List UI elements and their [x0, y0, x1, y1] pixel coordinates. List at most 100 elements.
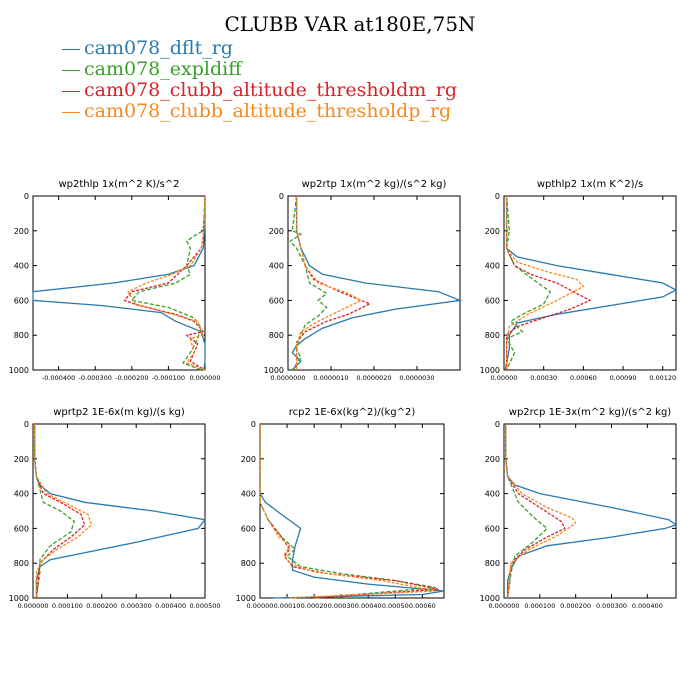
legend-swatch: [62, 69, 80, 71]
y-tick-label: 200: [14, 455, 29, 464]
series-line: [259, 424, 437, 599]
legend: cam078_dflt_rg cam078_expldiff cam078_cl…: [62, 38, 457, 122]
subplot-title: wp2thlp 1x(m^2 K)/s^2: [58, 179, 179, 190]
plot-frame: [259, 423, 445, 599]
y-tick-label: 200: [14, 227, 29, 236]
series-line: [505, 196, 592, 370]
y-tick-label: 0: [24, 192, 29, 201]
y-tick-label: 1000: [264, 366, 284, 375]
y-tick-label: 800: [241, 559, 256, 568]
x-tick-label: 0.000500: [189, 602, 220, 610]
series-line: [289, 195, 328, 371]
series-line: [505, 424, 577, 599]
x-tick-label: 0.000100: [52, 602, 83, 610]
x-tick-label: 0.00050: [382, 602, 409, 610]
series-line: [259, 424, 445, 599]
y-tick-label: 800: [269, 331, 284, 340]
x-tick-label: 0.00120: [649, 374, 676, 382]
legend-label: cam078_clubb_altitude_thresholdm_rg: [84, 79, 458, 101]
y-tick-label: 1000: [9, 366, 29, 375]
y-tick-label: 800: [485, 559, 500, 568]
plot-frame: [287, 195, 461, 371]
x-tick-label: 0.000400: [632, 602, 663, 610]
y-tick-label: 400: [269, 262, 284, 271]
y-tick-label: 1000: [480, 594, 500, 603]
series-line: [505, 424, 678, 598]
x-tick-label: 0.00020: [301, 602, 328, 610]
x-tick-label: -0.000400: [42, 374, 75, 382]
y-tick-label: 800: [14, 331, 29, 340]
subplot-title: wp2rtp 1x(m^2 kg)/(s^2 kg): [302, 179, 447, 190]
y-tick-label: 200: [241, 455, 256, 464]
x-tick-label: -0.000300: [79, 374, 112, 382]
series-line: [505, 196, 585, 370]
subplot: wp2rtp 1x(m^2 kg)/(s^2 kg) 0 200 400 600 800 1…: [264, 179, 463, 382]
x-tick-label: 0.000200: [560, 602, 591, 610]
series-line: [34, 424, 76, 599]
x-tick-label: 0.00040: [355, 602, 382, 610]
x-tick-label: 0.000000: [189, 374, 220, 382]
series-line: [32, 196, 206, 371]
x-tick-label: 0.0000000: [270, 374, 305, 382]
x-tick-label: -0.000200: [115, 374, 148, 382]
legend-label: cam078_dflt_rg: [84, 37, 233, 59]
legend-item: cam078_clubb_altitude_thresholdp_rg: [62, 101, 457, 122]
x-tick-label: 0.00000: [247, 602, 274, 610]
x-tick-label: 0.000000: [488, 602, 519, 610]
legend-label: cam078_expldiff: [84, 58, 242, 80]
subplot: wp2rcp 1E-3x(m^2 kg)/(s^2 kg) 0 200 400 600 8…: [480, 407, 678, 610]
y-tick-label: 1000: [480, 366, 500, 375]
x-tick-label: 0.00030: [530, 374, 557, 382]
y-tick-label: 0: [495, 420, 500, 429]
y-tick-label: 800: [485, 331, 500, 340]
y-tick-label: 0: [251, 420, 256, 429]
x-tick-label: 0.00060: [570, 374, 597, 382]
x-tick-label: 0.000100: [524, 602, 555, 610]
series-line: [505, 424, 548, 599]
subplot: wprtp2 1E-6x(m kg)/(s kg) 0 200 400 600 800 10…: [9, 407, 221, 610]
x-tick-label: 0.00010: [274, 602, 301, 610]
series-line: [130, 195, 206, 371]
series-line: [504, 196, 678, 371]
y-tick-label: 1000: [236, 594, 256, 603]
y-tick-label: 600: [485, 524, 500, 533]
series-line: [295, 196, 363, 370]
x-tick-label: 0.000400: [155, 602, 186, 610]
x-tick-label: 0.000000: [17, 602, 48, 610]
y-tick-label: 200: [269, 227, 284, 236]
plot-frame: [503, 423, 677, 599]
x-tick-label: 0.000200: [86, 602, 117, 610]
series-line: [34, 424, 93, 598]
y-tick-label: 200: [485, 455, 500, 464]
y-tick-label: 600: [14, 524, 29, 533]
legend-swatch: [62, 48, 80, 50]
subplot-title: wprtp2 1E-6x(m kg)/(s kg): [53, 407, 185, 418]
x-tick-label: 0.000300: [596, 602, 627, 610]
y-tick-label: 400: [241, 490, 256, 499]
legend-swatch: [62, 90, 80, 92]
series-line: [259, 424, 439, 599]
y-tick-label: 0: [495, 192, 500, 201]
y-tick-label: 600: [241, 524, 256, 533]
legend-item: cam078_dflt_rg: [62, 38, 457, 59]
y-tick-label: 0: [24, 420, 29, 429]
series-line: [291, 196, 463, 371]
x-tick-label: 0.0000020: [356, 374, 391, 382]
x-tick-label: 0.0000010: [313, 374, 348, 382]
subplot: rcp2 1E-6x(kg^2)/(kg^2) 0 200 400 600 800 1000…: [236, 407, 445, 610]
x-tick-label: 0.000300: [121, 602, 152, 610]
subplot: wp2thlp 1x(m^2 K)/s^2 0 200 400 600 800 1000 -0…: [9, 179, 221, 382]
series-line: [295, 196, 372, 370]
plot-frame: [503, 195, 677, 371]
legend-item: cam078_clubb_altitude_thresholdm_rg: [62, 80, 457, 101]
x-tick-label: 0.00090: [610, 374, 637, 382]
subplot: wpthlp2 1x(m K^2)/s020040060080010000.00…: [480, 179, 678, 382]
x-tick-label: 0.00000: [491, 374, 518, 382]
y-tick-label: 600: [14, 296, 29, 305]
series-line: [127, 195, 206, 371]
subplot-title: wpthlp2 1x(m K^2)/s: [537, 179, 643, 190]
y-tick-label: 600: [269, 296, 284, 305]
x-tick-label: -0.000100: [152, 374, 185, 382]
y-tick-label: 400: [14, 490, 29, 499]
